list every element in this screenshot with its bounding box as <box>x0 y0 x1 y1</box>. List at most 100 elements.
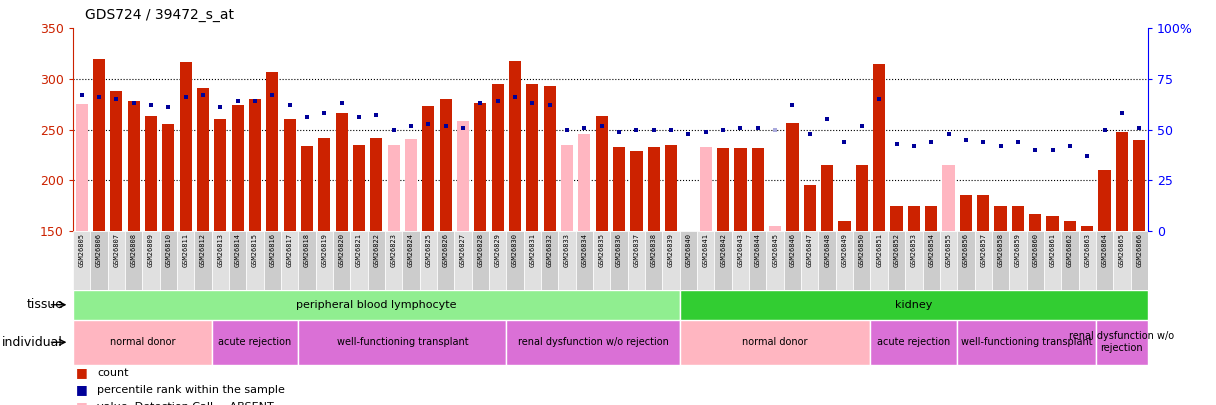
Text: GSM26824: GSM26824 <box>409 232 413 266</box>
Text: GSM26858: GSM26858 <box>997 232 1003 266</box>
Bar <box>142 231 159 290</box>
Bar <box>873 64 885 231</box>
Bar <box>992 231 1009 290</box>
Text: GSM26816: GSM26816 <box>270 232 275 266</box>
Bar <box>506 320 680 364</box>
Bar <box>1116 132 1128 231</box>
Text: GSM26834: GSM26834 <box>581 232 587 266</box>
Bar <box>613 147 625 231</box>
Text: normal donor: normal donor <box>743 337 807 347</box>
Bar <box>506 231 524 290</box>
Text: GSM26835: GSM26835 <box>598 232 604 266</box>
Text: GSM26826: GSM26826 <box>443 232 449 266</box>
Bar <box>544 86 556 231</box>
Text: GSM26821: GSM26821 <box>356 232 362 266</box>
Text: GSM26845: GSM26845 <box>772 232 778 266</box>
Bar <box>995 205 1007 231</box>
Bar <box>298 231 316 290</box>
Bar <box>73 320 212 364</box>
Bar <box>908 205 921 231</box>
Bar <box>214 119 226 231</box>
Text: normal donor: normal donor <box>109 337 175 347</box>
Text: well-functioning transplant: well-functioning transplant <box>337 337 468 347</box>
Bar <box>455 231 472 290</box>
Text: renal dysfunction w/o rejection: renal dysfunction w/o rejection <box>518 337 669 347</box>
Text: GSM26823: GSM26823 <box>390 232 396 266</box>
Bar <box>854 231 871 290</box>
Bar <box>231 105 243 231</box>
Bar <box>734 148 747 231</box>
Text: GSM26861: GSM26861 <box>1049 232 1055 266</box>
Text: GSM26863: GSM26863 <box>1085 232 1091 266</box>
Text: GSM26843: GSM26843 <box>737 232 743 266</box>
Text: GSM26860: GSM26860 <box>1032 232 1038 266</box>
Bar <box>715 231 732 290</box>
Text: GSM26838: GSM26838 <box>651 232 657 266</box>
Bar <box>804 185 816 231</box>
Text: GSM26806: GSM26806 <box>96 232 102 266</box>
Bar <box>888 231 905 290</box>
Bar <box>561 145 573 231</box>
Text: GSM26852: GSM26852 <box>894 232 900 266</box>
Bar <box>905 231 923 290</box>
Bar <box>90 231 108 290</box>
Bar <box>266 72 278 231</box>
Bar <box>316 231 333 290</box>
Bar <box>1026 231 1043 290</box>
Bar <box>923 231 940 290</box>
Bar <box>281 231 298 290</box>
Text: GSM26825: GSM26825 <box>426 232 432 266</box>
Bar <box>1081 226 1093 231</box>
Text: value, Detection Call = ABSENT: value, Detection Call = ABSENT <box>97 402 274 405</box>
Bar <box>541 231 558 290</box>
Bar <box>1043 231 1062 290</box>
Bar <box>180 62 192 231</box>
Bar <box>472 231 489 290</box>
Bar <box>596 117 608 231</box>
Text: GSM26812: GSM26812 <box>199 232 206 266</box>
Bar <box>751 148 764 231</box>
Bar <box>766 231 784 290</box>
Text: GSM26822: GSM26822 <box>373 232 379 266</box>
Text: GSM26830: GSM26830 <box>512 232 518 266</box>
Text: GSM26819: GSM26819 <box>321 232 327 266</box>
Bar <box>648 147 660 231</box>
Bar <box>957 320 1096 364</box>
Text: GSM26814: GSM26814 <box>235 232 241 266</box>
Bar <box>457 122 469 231</box>
Bar <box>353 145 365 231</box>
Text: ■: ■ <box>75 383 88 396</box>
Bar <box>1098 170 1110 231</box>
Bar <box>1064 221 1076 231</box>
Bar <box>1113 231 1131 290</box>
Bar <box>319 138 331 231</box>
Bar <box>940 231 957 290</box>
Bar <box>627 231 646 290</box>
Bar <box>699 147 711 231</box>
Bar <box>871 320 957 364</box>
Bar <box>489 231 506 290</box>
Bar <box>159 231 178 290</box>
Bar <box>1029 213 1041 231</box>
Text: GSM26854: GSM26854 <box>928 232 934 266</box>
Text: GSM26813: GSM26813 <box>218 232 224 266</box>
Text: GSM26839: GSM26839 <box>668 232 674 266</box>
Bar <box>440 99 452 231</box>
Bar <box>974 231 992 290</box>
Text: GSM26850: GSM26850 <box>858 232 865 266</box>
Text: GSM26862: GSM26862 <box>1066 232 1073 266</box>
Bar <box>108 231 125 290</box>
Text: GSM26851: GSM26851 <box>877 232 882 266</box>
Text: GSM26820: GSM26820 <box>339 232 344 266</box>
Bar <box>610 231 627 290</box>
Bar <box>784 231 801 290</box>
Text: kidney: kidney <box>895 300 933 310</box>
Text: GSM26836: GSM26836 <box>617 232 623 266</box>
Bar <box>73 231 90 290</box>
Bar <box>821 165 833 231</box>
Bar <box>333 231 350 290</box>
Bar <box>491 84 503 231</box>
Text: GSM26859: GSM26859 <box>1015 232 1021 266</box>
Text: GSM26864: GSM26864 <box>1102 232 1108 266</box>
Text: GSM26844: GSM26844 <box>755 232 761 266</box>
